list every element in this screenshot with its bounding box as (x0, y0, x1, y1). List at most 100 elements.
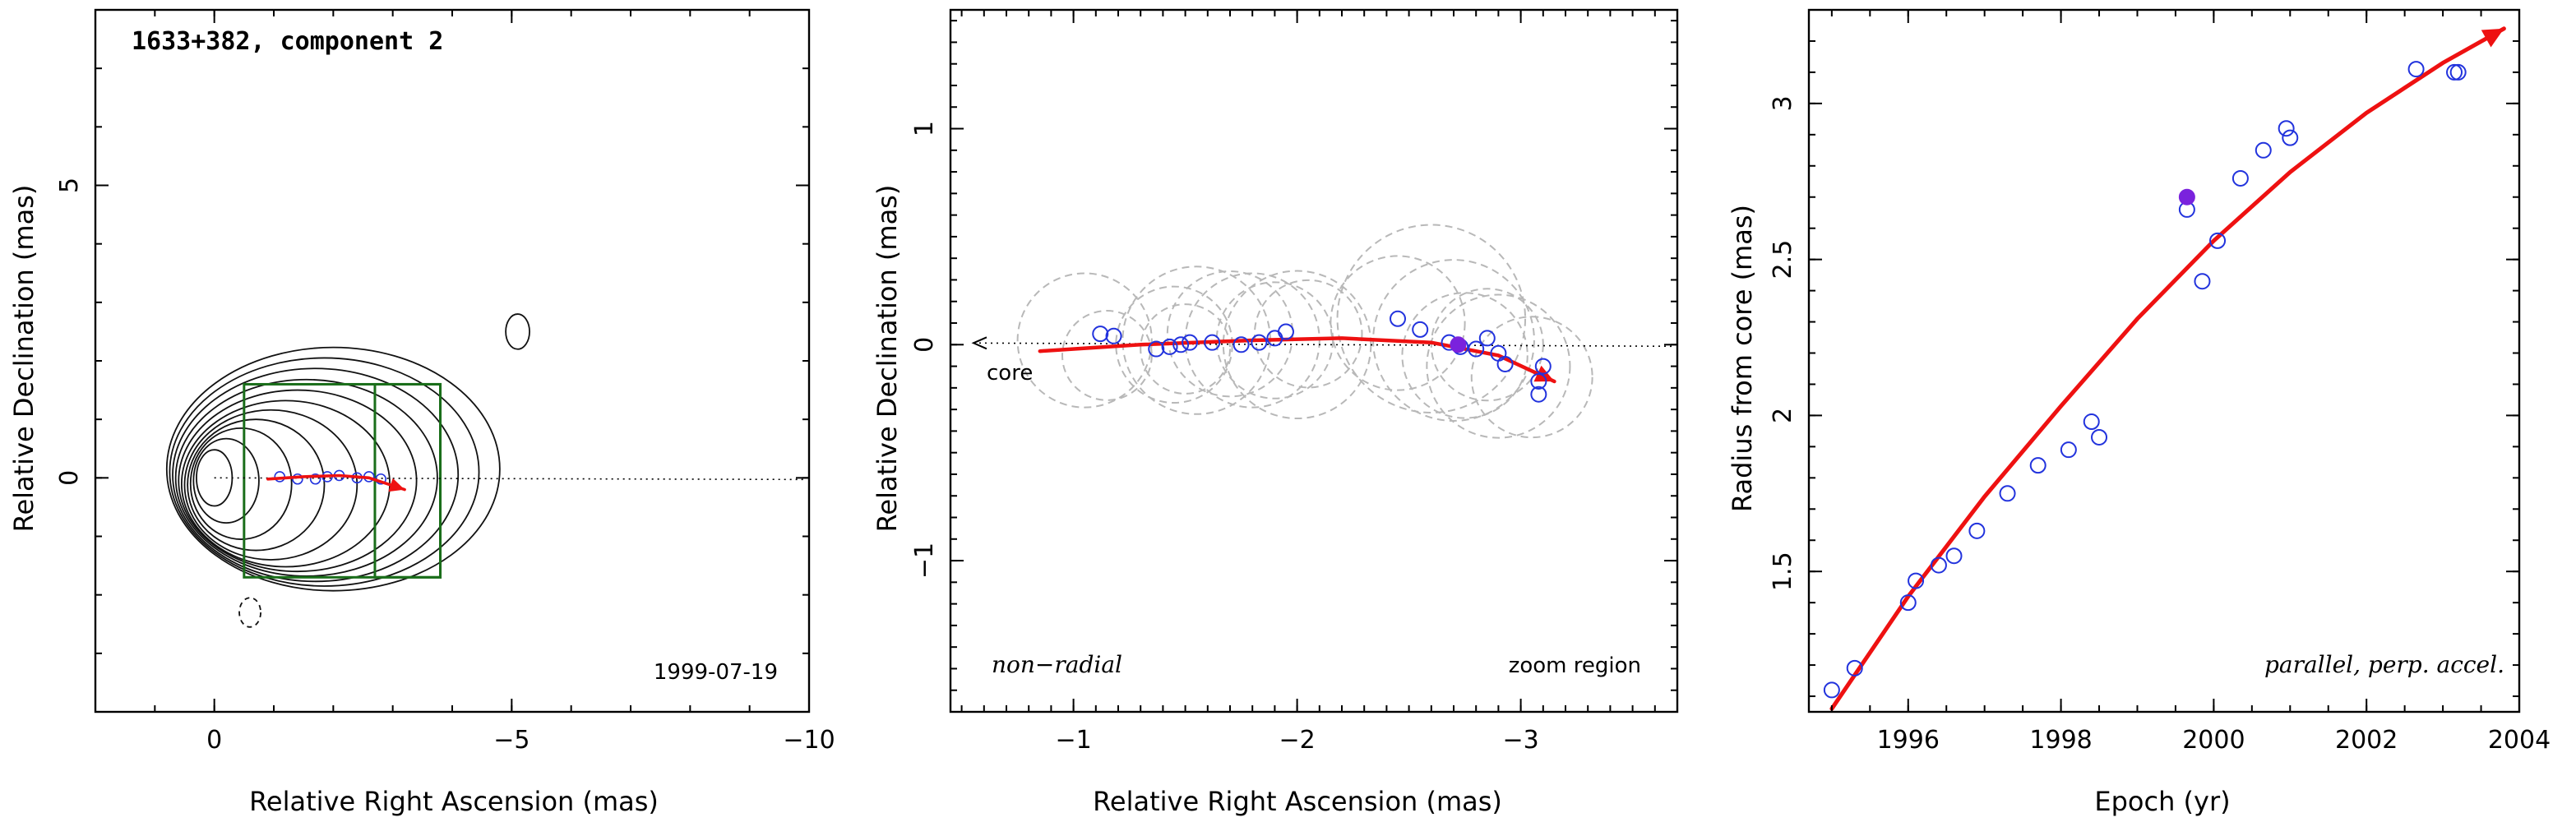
y-tick-label: 3 (1769, 95, 1797, 111)
y-tick-label: 1.5 (1769, 552, 1797, 591)
y-axis-label: Relative Declination (mas) (872, 185, 903, 533)
data-point (2209, 232, 2227, 249)
data-point (1278, 323, 1294, 340)
data-point (1530, 386, 1547, 403)
contour-level (172, 367, 460, 583)
core-reference-line (973, 342, 1675, 348)
component-size-circles (1016, 224, 1593, 439)
data-point (2029, 457, 2046, 474)
axis-ticks: 1996 1998 2000 2002 2004 1.5 2 2.5 3 (1769, 9, 2551, 755)
motion-type-label: non−radial (992, 651, 1122, 678)
data-point (1148, 340, 1165, 358)
data-point (1968, 522, 1986, 539)
contour-level (189, 427, 293, 540)
x-axis-label: Relative Right Ascension (mas) (1093, 786, 1502, 817)
data-point (1172, 336, 1190, 353)
size-circle (1430, 288, 1544, 402)
data-point (1899, 594, 1917, 612)
fit-annotation: parallel, perp. accel. (2264, 651, 2504, 678)
data-point (1530, 372, 1547, 390)
size-circle (1426, 293, 1571, 439)
data-point (1251, 334, 1268, 351)
zoom-region-panel: −1 −2 −3 −1 0 1 core non−radial zoom region R… (872, 8, 1679, 817)
highlight-point (1450, 336, 1467, 353)
data-point (1204, 334, 1221, 351)
contour-level (169, 357, 480, 587)
data-point (2060, 441, 2077, 459)
data-point (2231, 169, 2249, 187)
track-line (1038, 336, 1556, 384)
data-point (1478, 330, 1496, 347)
data-point (2091, 428, 2108, 446)
radius-epoch-panel: 1996 1998 2000 2002 2004 1.5 2 2.5 3 parallel, p… (1727, 8, 2551, 817)
data-point (2083, 413, 2100, 431)
fit-line (1829, 26, 2506, 711)
x-tick-label: −1 (1055, 726, 1091, 755)
size-circle (1215, 281, 1334, 399)
x-tick-label: −3 (1502, 726, 1538, 755)
y-tick-label: 2 (1769, 408, 1797, 423)
y-tick-label: 5 (55, 178, 84, 193)
size-circle (1140, 303, 1231, 395)
component-points (1092, 310, 1552, 403)
isolated-contour (505, 313, 530, 350)
y-tick-label: 0 (910, 337, 939, 353)
data-point (1412, 321, 1429, 338)
data-point (1534, 358, 1552, 375)
plot-frame (949, 8, 1679, 713)
data-point (1496, 355, 1514, 372)
x-tick-label: 2000 (2182, 726, 2245, 755)
axis-ticks: 0 −5 −10 0 5 (55, 9, 835, 755)
plot-frame (1807, 8, 2521, 713)
data-point (2255, 141, 2272, 159)
y-tick-label: −1 (910, 543, 939, 579)
x-tick-label: −10 (783, 726, 835, 755)
component-track (266, 473, 406, 492)
data-point (1930, 556, 1947, 574)
fit-line-arrowhead-icon (2481, 28, 2504, 48)
data-point (1846, 659, 1863, 677)
size-circle (1016, 272, 1153, 409)
data-point (1105, 327, 1122, 344)
size-circle (1470, 316, 1593, 439)
data-point (1161, 338, 1178, 355)
data-point (309, 473, 321, 485)
data-point (1823, 681, 1840, 699)
isolated-contour (238, 597, 261, 628)
size-circle (1336, 224, 1527, 414)
x-tick-label: 2004 (2488, 726, 2551, 755)
data-point (1999, 485, 2016, 502)
contour-level (192, 437, 260, 524)
core-arrowhead (971, 336, 987, 350)
data-point (1945, 547, 1963, 565)
core-label: core (987, 361, 1033, 386)
zoom-box (373, 382, 442, 579)
x-tick-label: 0 (206, 726, 222, 755)
data-point (2446, 63, 2463, 81)
data-point (1233, 336, 1250, 353)
x-axis-label: Epoch (yr) (2094, 786, 2230, 817)
panel-title: 1633+382, component 2 (132, 27, 443, 56)
data-point (2449, 63, 2467, 81)
y-tick-label: 0 (55, 470, 84, 486)
size-circle (1115, 285, 1233, 404)
zoom-region-label: zoom region (1509, 653, 1641, 678)
data-point (2282, 129, 2299, 146)
track-line (266, 473, 406, 492)
y-axis-label: Radius from core (mas) (1727, 205, 1758, 512)
axis-ticks: −1 −2 −3 −1 0 1 (910, 10, 1678, 755)
size-circle (1061, 310, 1153, 401)
size-circle (1330, 255, 1466, 391)
contour-level (187, 418, 326, 552)
epoch-label: 1999-07-19 (654, 660, 778, 685)
data-point (292, 473, 303, 485)
x-tick-label: −2 (1279, 726, 1315, 755)
x-tick-label: 2002 (2335, 726, 2398, 755)
size-circle (1253, 279, 1363, 389)
radius-points (1823, 61, 2467, 699)
x-tick-label: 1998 (2029, 726, 2092, 755)
y-axis-label: Relative Declination (mas) (8, 185, 39, 533)
contour-lines (165, 313, 530, 628)
x-tick-label: 1996 (1877, 726, 1940, 755)
